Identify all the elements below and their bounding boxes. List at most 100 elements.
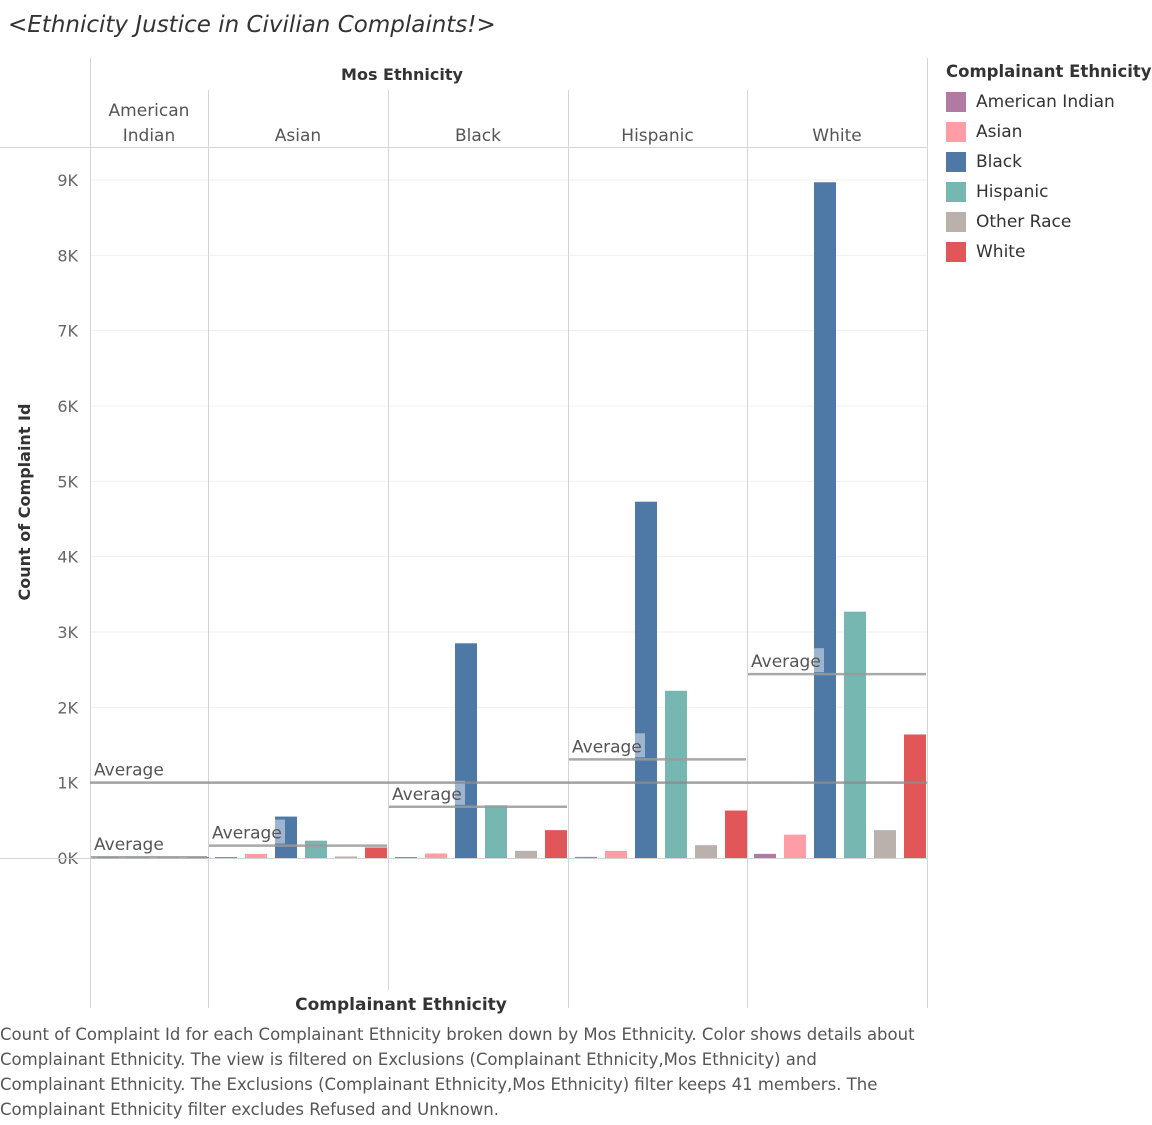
x-tick-label: American Indian	[756, 866, 775, 997]
y-tick-label: 8K	[57, 246, 78, 265]
chart-caption: Count of Complaint Id for each Complaina…	[0, 1025, 915, 1119]
x-tick-label: Other Race	[697, 866, 716, 956]
x-tick-label: Hispanic	[307, 866, 326, 934]
legend-swatch	[946, 92, 966, 112]
legend-items: American Indian Asian Black Hispanic Other R…	[946, 87, 1152, 267]
x-tick-label: Black	[637, 865, 656, 909]
panel-average-label-bg	[571, 733, 645, 758]
bar	[515, 850, 537, 858]
panel-average-label: Average	[572, 737, 642, 757]
bar	[754, 853, 776, 858]
legend-title: Complainant Ethnicity	[946, 62, 1152, 81]
y-tick-label: 4K	[57, 548, 78, 567]
x-tick-label: American Indian	[397, 866, 416, 997]
panel-header: Asian	[275, 126, 321, 146]
legend-label: White	[976, 242, 1026, 262]
bar	[395, 857, 417, 858]
legend-swatch	[946, 182, 966, 202]
panel-average-label-bg	[93, 831, 167, 856]
bar	[485, 805, 507, 858]
y-tick-label: 5K	[57, 472, 78, 491]
legend-item[interactable]: White	[946, 237, 1152, 267]
legend-label: Black	[976, 152, 1022, 172]
bar	[365, 847, 387, 858]
bar	[904, 734, 926, 858]
bar	[425, 853, 447, 858]
overall-average-label: Average	[94, 761, 164, 781]
bar	[305, 840, 327, 858]
legend-label: Asian	[976, 122, 1023, 142]
bar	[844, 611, 866, 858]
legend: Complainant Ethnicity American Indian Asi…	[946, 62, 1152, 267]
x-axis-label: Complainant Ethnicity	[295, 995, 507, 1015]
x-tick-label: Hispanic	[667, 866, 686, 934]
legend-swatch	[946, 152, 966, 172]
panel-average-label: Average	[751, 652, 821, 672]
y-tick-label: 3K	[57, 623, 78, 642]
legend-item[interactable]: American Indian	[946, 87, 1152, 117]
legend-swatch	[946, 242, 966, 262]
x-tick-label: Asian	[427, 866, 446, 910]
y-tick-label: 2K	[57, 698, 78, 717]
legend-item[interactable]: Asian	[946, 117, 1152, 147]
x-tick-label: Hispanic	[487, 866, 506, 934]
panel-header: White	[812, 126, 861, 146]
x-tick-label: Black	[816, 865, 835, 909]
y-tick-label: 6K	[57, 397, 78, 416]
panel-header: Hispanic	[621, 126, 693, 146]
x-tick-label: White	[189, 866, 208, 913]
bar	[215, 857, 237, 858]
panel-average-label-bg	[391, 780, 465, 805]
bar	[545, 830, 567, 858]
bar	[725, 810, 747, 858]
y-tick-label: 1K	[57, 774, 78, 793]
x-tick-label: American Indian	[577, 866, 596, 997]
bar	[814, 182, 836, 858]
legend-item[interactable]: Other Race	[946, 207, 1152, 237]
panel-average-label-bg	[750, 648, 824, 673]
bar	[784, 834, 806, 858]
bar	[695, 845, 717, 858]
x-tick-label: White	[906, 866, 925, 913]
legend-swatch	[946, 122, 966, 142]
panel-average-label: Average	[94, 835, 164, 855]
legend-swatch	[946, 212, 966, 232]
x-tick-label: Other Race	[876, 866, 895, 956]
x-tick-label: Hispanic	[846, 866, 865, 934]
panel-header: Indian	[123, 126, 176, 146]
x-tick-label: Asian	[786, 866, 805, 910]
x-tick-label: Black	[277, 865, 296, 909]
legend-label: Other Race	[976, 212, 1072, 232]
panel-average-label-bg	[211, 819, 285, 844]
x-tick-label: Asian	[247, 866, 266, 910]
legend-item[interactable]: Hispanic	[946, 177, 1152, 207]
legend-label: American Indian	[976, 92, 1115, 112]
bar	[635, 501, 657, 858]
x-tick-label: White	[547, 866, 566, 913]
y-axis-label: Count of Complaint Id	[15, 404, 34, 601]
x-tick-label: Hispanic	[129, 866, 148, 934]
bar	[335, 856, 357, 858]
bar	[455, 643, 477, 858]
column-header-title: Mos Ethnicity	[341, 65, 463, 84]
chart-title: <Ethnicity Justice in Civilian Complaint…	[8, 12, 496, 38]
panel-average-label: Average	[392, 785, 462, 805]
panel-average-label: Average	[212, 824, 282, 844]
bar	[245, 853, 267, 858]
bar	[605, 850, 627, 858]
bar	[575, 856, 597, 858]
x-tick-label: Black	[457, 865, 476, 909]
x-tick-label: Asian	[607, 866, 626, 910]
bar	[874, 830, 896, 858]
x-tick-label: White	[367, 866, 386, 913]
x-tick-label: White	[727, 866, 746, 913]
legend-item[interactable]: Black	[946, 147, 1152, 177]
x-tick-label: Black	[99, 865, 118, 909]
bar	[275, 816, 297, 858]
x-tick-label: Other Race	[517, 866, 536, 956]
x-tick-label: American Indian	[217, 866, 236, 997]
legend-label: Hispanic	[976, 182, 1049, 202]
y-tick-label: 9K	[57, 171, 78, 190]
bar	[665, 690, 687, 858]
